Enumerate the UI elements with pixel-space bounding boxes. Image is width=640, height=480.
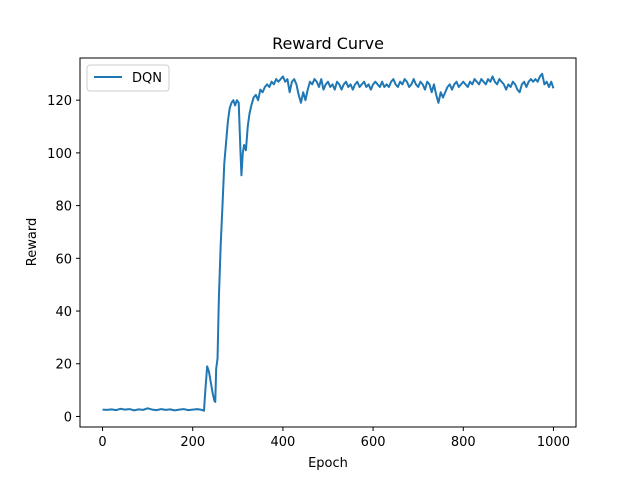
y-tick-label: 20 [55, 358, 72, 373]
x-tick-label: 800 [451, 435, 476, 450]
series-line-dqn [102, 72, 555, 412]
y-tick-label: 60 [55, 252, 72, 267]
legend-label-dqn: DQN [132, 71, 162, 86]
x-tick-label: 1000 [537, 435, 570, 450]
x-axis-title: Epoch [308, 456, 348, 471]
series-layer [102, 72, 555, 412]
y-axis-ticks: 0 20 40 60 80 100 120 [47, 94, 80, 425]
y-axis-title: Reward [25, 218, 40, 266]
chart-title: Reward Curve [272, 34, 384, 53]
plot-frame [79, 57, 577, 428]
y-tick-label: 40 [55, 305, 72, 320]
x-tick-label: 200 [180, 435, 205, 450]
x-tick-label: 400 [270, 435, 295, 450]
y-tick-label: 80 [55, 200, 72, 215]
legend-box [86, 64, 170, 92]
y-tick-label: 100 [47, 147, 72, 162]
x-tick-label: 0 [98, 435, 106, 450]
x-axis-ticks: 0 200 400 600 800 1000 [98, 427, 570, 450]
y-tick-label: 120 [47, 94, 72, 109]
legend: DQN [86, 64, 170, 92]
y-tick-label: 0 [64, 410, 72, 425]
plot-area [79, 57, 577, 428]
x-tick-label: 600 [361, 435, 386, 450]
